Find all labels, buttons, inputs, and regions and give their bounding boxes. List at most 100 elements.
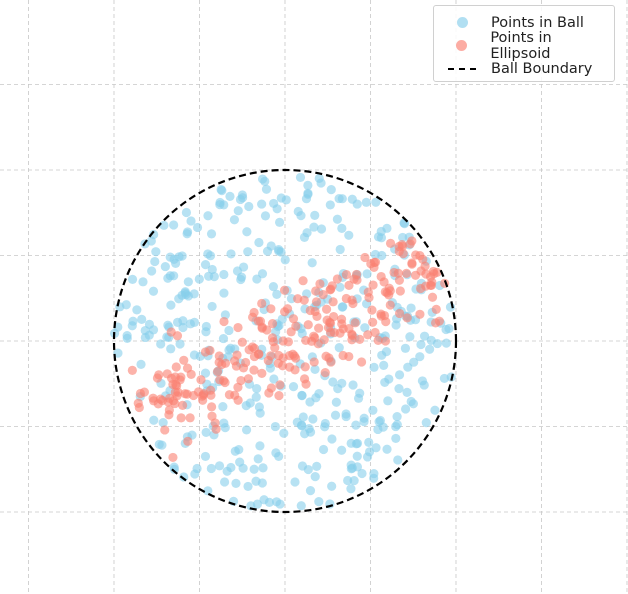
ellipsoid-point [214, 351, 224, 361]
ball-point [347, 194, 357, 204]
ball-point [279, 428, 289, 438]
ellipsoid-point [301, 379, 311, 389]
ball-point [305, 486, 316, 496]
ball-point [258, 463, 268, 473]
ellipsoid-point [432, 267, 442, 278]
ball-point [370, 249, 380, 260]
ellipsoid-point [253, 316, 264, 326]
ellipsoid-point [273, 358, 283, 368]
ball-point [288, 382, 299, 392]
ball-point [257, 174, 268, 184]
ellipsoid-point [363, 287, 373, 297]
ball-point [379, 360, 389, 370]
ball-point [122, 333, 132, 343]
ball-point [337, 378, 347, 388]
ball-point [348, 380, 358, 390]
ellipsoid-point [350, 318, 360, 328]
ellipsoid-point [370, 257, 381, 267]
ball-point [362, 269, 372, 279]
legend-label-ellipsoid: Points in Ellipsoid [490, 29, 552, 62]
ball-points-series [109, 172, 456, 511]
ball-point [310, 364, 320, 375]
ball-point [138, 277, 148, 287]
ellipsoid-point [321, 351, 331, 361]
ellipsoid-point [311, 297, 322, 307]
ball-point [364, 437, 374, 448]
ball-point [368, 405, 378, 415]
ball-point [382, 444, 392, 454]
ball-point [308, 414, 318, 424]
ball-point [189, 289, 199, 299]
ball-point [186, 216, 196, 226]
ellipsoid-point [368, 317, 378, 327]
ball-point [392, 411, 402, 422]
ball-point [181, 207, 192, 218]
ball-point [426, 335, 436, 345]
ellipsoid-point [379, 277, 389, 287]
legend-marker-ball [456, 17, 468, 28]
ball-point [218, 402, 228, 412]
ball-point [229, 215, 240, 225]
ellipsoid-point [430, 318, 441, 328]
ellipsoid-point [212, 366, 223, 377]
ellipsoid-point [219, 316, 229, 327]
ellipsoid-point [237, 337, 247, 347]
ball-point [400, 343, 411, 353]
ball-point [337, 223, 347, 233]
ellipsoid-point [160, 425, 170, 435]
ball-point [330, 410, 341, 420]
ball-point [327, 481, 337, 491]
ellipsoid-point [349, 274, 359, 284]
ball-point [225, 191, 235, 201]
ball-point [320, 418, 330, 429]
ball-point [357, 468, 367, 479]
ball-point [219, 288, 229, 298]
ball-point [337, 194, 347, 204]
ball-point [190, 469, 200, 479]
ellipsoid-point [370, 327, 380, 338]
ball-point [127, 274, 138, 284]
legend-entry-ball: Points in Ball [444, 11, 614, 34]
ball-point [163, 273, 173, 283]
ellipsoid-point [398, 249, 408, 259]
ball-point [132, 305, 142, 315]
ellipsoid-point [394, 275, 404, 285]
ellipsoid-point [284, 350, 295, 361]
ball-point [297, 390, 307, 400]
ball-point [391, 433, 401, 444]
ellipsoid-point [309, 357, 319, 367]
ball-point [254, 402, 264, 412]
ball-point [375, 415, 386, 426]
ball-point [215, 200, 225, 210]
ellipsoid-point [307, 336, 317, 346]
ellipsoid-point [199, 389, 209, 399]
ball-point [269, 374, 279, 384]
ball-point [136, 359, 146, 369]
ellipsoid-point [311, 286, 321, 296]
ball-point [415, 352, 425, 362]
ellipsoid-point [298, 276, 308, 286]
ball-point [305, 427, 316, 437]
legend-entry-ellipsoid: Points in Ellipsoid [444, 30, 614, 62]
ball-point [235, 457, 245, 467]
ellipsoid-point [303, 320, 313, 330]
ball-point [182, 229, 192, 239]
ball-point [175, 339, 185, 349]
ball-point [192, 222, 203, 233]
legend: Points in Ball Points in Ellipsoid Ball … [433, 5, 615, 82]
ball-point [392, 419, 402, 430]
ellipsoid-point [266, 351, 276, 361]
ball-point [218, 333, 229, 344]
ellipsoid-point [178, 400, 188, 410]
ball-point [346, 460, 356, 470]
ball-point [295, 172, 306, 183]
ball-point [237, 190, 247, 200]
ellipsoid-point [380, 336, 391, 346]
ellipsoid-point [168, 452, 178, 463]
ball-point [160, 261, 170, 272]
ball-point [327, 434, 337, 444]
ball-point [377, 350, 387, 360]
ball-point [151, 247, 161, 257]
ball-point [299, 232, 310, 243]
